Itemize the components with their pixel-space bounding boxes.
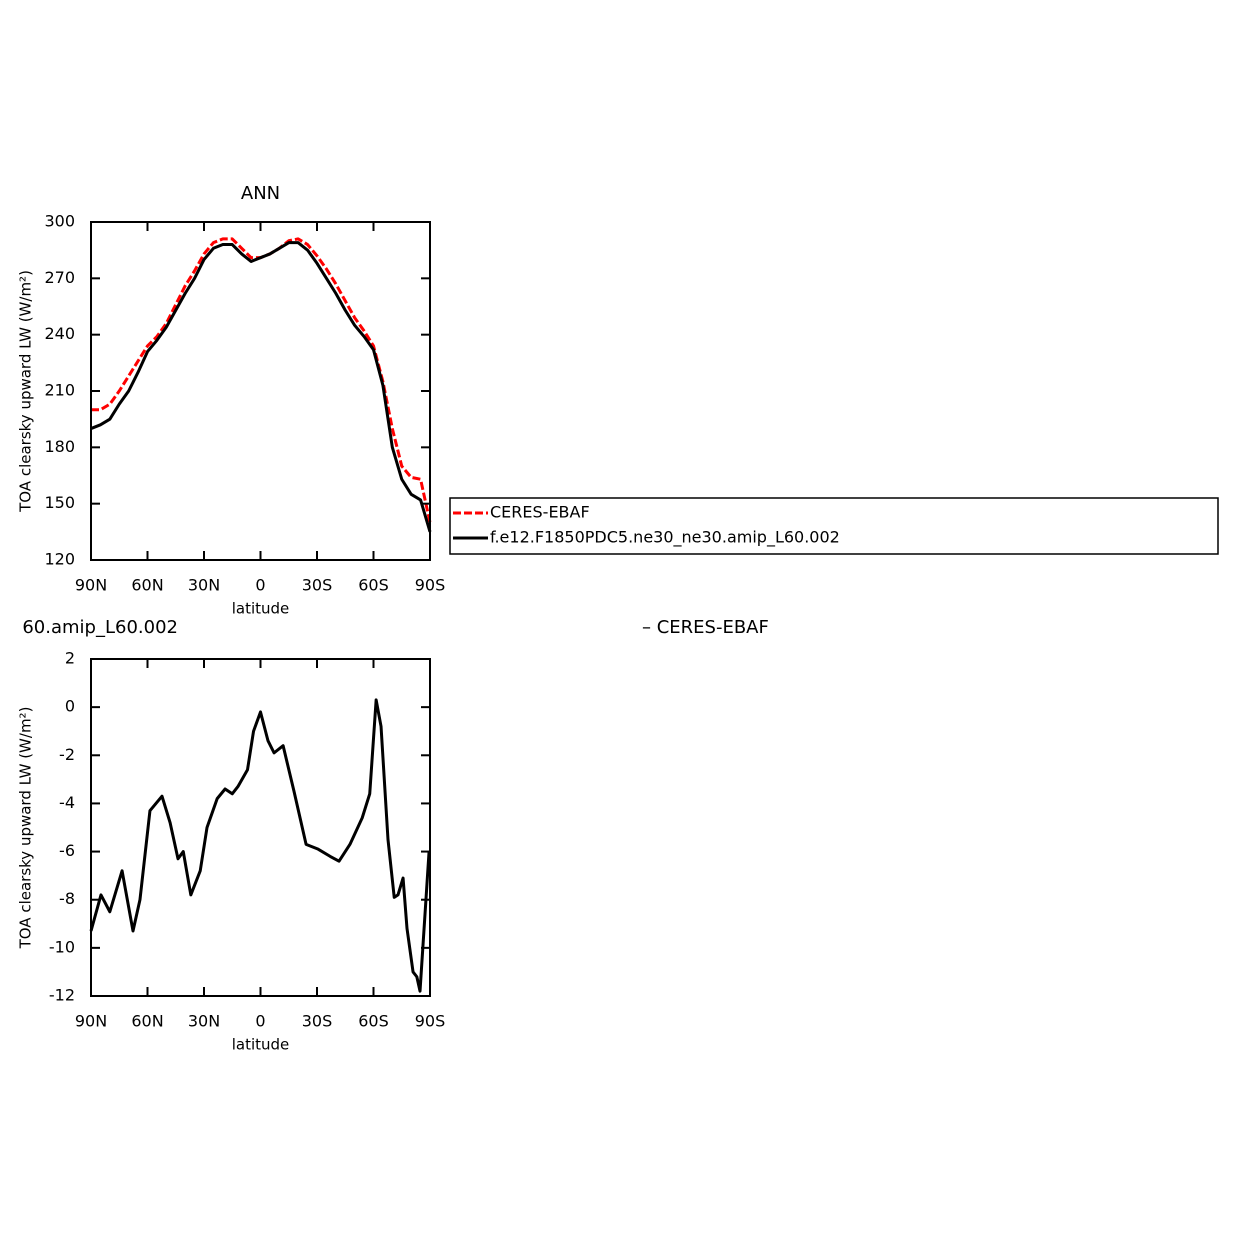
x-tick-label: 0	[255, 576, 265, 595]
y-tick-label: 180	[44, 437, 75, 456]
legend-box	[449, 497, 1219, 555]
x-tick-label: 90N	[75, 1012, 107, 1031]
x-tick-label: 90S	[415, 1012, 446, 1031]
y-tick-label: 150	[44, 493, 75, 512]
chart-title: 60.amip_L60.002	[22, 617, 178, 638]
y-tick-label: 240	[44, 324, 75, 343]
y-tick-label: 0	[65, 697, 75, 716]
y-tick-label: 300	[44, 212, 75, 231]
y-tick-label: -6	[59, 841, 75, 860]
data-line	[90, 241, 432, 533]
y-tick-label: -12	[49, 986, 75, 1005]
legend-label: f.e12.F1850PDC5.ne30_ne30.amip_L60.002	[490, 528, 840, 548]
x-tick-label: 60N	[131, 576, 163, 595]
data-line	[91, 237, 432, 523]
y-axis-label: TOA clearsky upward LW (W/m²)	[17, 270, 35, 513]
y-axis-label: TOA clearsky upward LW (W/m²)	[17, 707, 35, 950]
chart-title-right: – CERES-EBAF	[642, 617, 769, 638]
x-axis-label: latitude	[232, 600, 290, 618]
y-tick-label: -4	[59, 793, 75, 812]
y-tick-label: -2	[59, 745, 75, 764]
plot-frame	[90, 221, 431, 561]
y-tick-label: -8	[59, 889, 75, 908]
x-tick-label: 90S	[415, 576, 446, 595]
x-tick-label: 60N	[131, 1012, 163, 1031]
x-tick-label: 60S	[358, 1012, 389, 1031]
x-tick-label: 30N	[188, 1012, 220, 1031]
x-tick-label: 60S	[358, 576, 389, 595]
y-tick-label: 270	[44, 268, 75, 287]
legend-label: CERES-EBAF	[490, 503, 590, 522]
x-tick-label: 90N	[75, 576, 107, 595]
x-axis-label: latitude	[232, 1036, 290, 1054]
x-tick-label: 30S	[302, 1012, 333, 1031]
chart-title: ANN	[241, 183, 280, 204]
x-tick-label: 30S	[302, 576, 333, 595]
y-tick-label: 2	[65, 649, 75, 668]
x-tick-label: 0	[255, 1012, 265, 1031]
y-tick-label: -10	[49, 937, 75, 956]
y-tick-label: 120	[44, 550, 75, 569]
x-tick-label: 30N	[188, 576, 220, 595]
y-tick-label: 210	[44, 381, 75, 400]
data-line	[89, 698, 431, 993]
